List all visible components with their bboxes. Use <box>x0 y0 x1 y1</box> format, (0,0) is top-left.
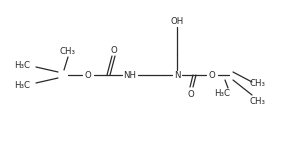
Text: O: O <box>188 90 194 98</box>
Text: H₃C: H₃C <box>14 61 30 70</box>
Text: N: N <box>174 71 180 80</box>
Text: CH₃: CH₃ <box>60 46 76 56</box>
Text: CH₃: CH₃ <box>250 78 266 87</box>
Text: H₃C: H₃C <box>214 88 230 97</box>
Text: CH₃: CH₃ <box>250 97 266 106</box>
Text: O: O <box>208 71 215 80</box>
Text: H₃C: H₃C <box>14 81 30 90</box>
Text: O: O <box>85 71 91 80</box>
Text: OH: OH <box>170 16 184 25</box>
Text: O: O <box>111 46 117 55</box>
Text: NH: NH <box>124 71 136 80</box>
